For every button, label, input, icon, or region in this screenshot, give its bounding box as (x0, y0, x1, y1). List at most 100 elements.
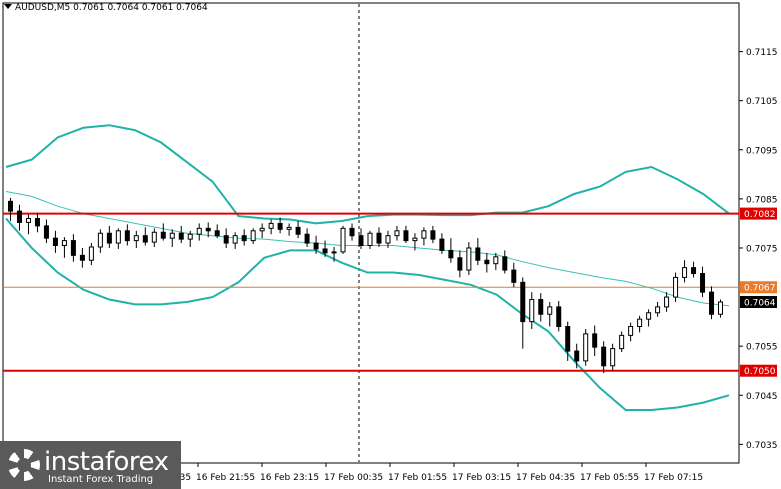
candle (547, 301, 553, 327)
candle (52, 230, 58, 253)
x-tick-label: 17 Feb 03:15 (452, 473, 511, 483)
candle (628, 322, 634, 342)
candle (430, 225, 436, 244)
candle (115, 228, 121, 249)
candle (529, 292, 535, 329)
candle (448, 238, 454, 263)
y-tick-label: 0.7095 (746, 146, 778, 156)
candle (376, 227, 382, 247)
candle (97, 229, 103, 253)
candle (709, 286, 715, 320)
y-tick-label: 0.7115 (746, 48, 778, 58)
candle (169, 229, 175, 247)
bb-lower-line (5, 217, 730, 411)
candle (385, 230, 391, 248)
candle (214, 224, 220, 239)
candle (439, 233, 445, 254)
candle (601, 341, 607, 374)
level-tag-label: 0.7082 (744, 210, 776, 220)
candle (106, 225, 112, 248)
candle (574, 343, 580, 369)
candle (358, 228, 364, 249)
logo-mark-icon (8, 449, 40, 481)
candle (394, 225, 400, 241)
y-tick-label: 0.7075 (746, 244, 778, 254)
symbol-title-text: AUDUSD,M5 0.7061 0.7064 0.7061 0.7064 (15, 3, 208, 13)
candlesticks (7, 197, 724, 374)
y-tick-label: 0.7035 (746, 441, 778, 451)
candle (619, 331, 625, 353)
candle (421, 227, 427, 246)
candle (682, 260, 688, 283)
candle (178, 225, 184, 244)
x-tick-label: 17 Feb 07:15 (644, 473, 703, 483)
candle (538, 293, 544, 322)
candle (511, 262, 517, 288)
symbol-title: AUDUSD,M5 0.7061 0.7064 0.7061 0.7064 (4, 3, 208, 13)
horizontal-levels[interactable]: 0.7082 0.7067 0.7064 0.7050 (3, 207, 777, 378)
candle (286, 223, 292, 236)
candle (160, 223, 166, 241)
x-tick-label: 17 Feb 00:35 (324, 473, 383, 483)
level-tag-label: 0.7067 (744, 284, 776, 294)
candle (70, 234, 76, 262)
candle (520, 277, 526, 349)
candle (304, 228, 310, 247)
candle (700, 266, 706, 298)
y-tick-label: 0.7055 (746, 343, 778, 353)
candle (196, 223, 202, 241)
logo-tagline: Instant Forex Trading (48, 474, 154, 485)
candle (493, 252, 499, 271)
candle (610, 343, 616, 371)
candle (646, 309, 652, 327)
candle (187, 230, 193, 247)
candle (16, 204, 22, 231)
candle (718, 299, 724, 318)
candle (502, 250, 508, 274)
candle (268, 219, 274, 235)
candle (88, 243, 94, 266)
candle (412, 233, 418, 251)
candle (655, 301, 661, 317)
candle (484, 252, 490, 273)
candle (277, 217, 283, 234)
candle (565, 321, 571, 361)
y-tick-label: 0.7085 (746, 195, 778, 205)
candle (295, 220, 301, 239)
level-tag-0.7064 (740, 295, 777, 308)
candle (205, 222, 211, 238)
candle (313, 235, 319, 254)
candle (151, 228, 157, 247)
x-tick-label: 17 Feb 01:55 (388, 473, 447, 483)
candle (340, 225, 346, 254)
candle (367, 230, 373, 249)
candle (142, 227, 148, 246)
level-tag-label: 0.7050 (744, 367, 776, 377)
candle (466, 242, 472, 275)
instaforex-logo: instaforex Instant Forex Trading (0, 441, 181, 489)
y-tick-label: 0.7105 (746, 97, 778, 107)
level-tag-label: 0.7064 (744, 298, 776, 308)
candle (7, 197, 13, 221)
candle (691, 261, 697, 278)
candle (664, 292, 670, 312)
candle (61, 237, 67, 258)
candle (475, 238, 481, 266)
bb-upper-line (5, 124, 730, 225)
candle (583, 328, 589, 366)
candle (592, 325, 598, 356)
candle (43, 219, 49, 244)
candle (223, 228, 229, 248)
candle (457, 250, 463, 278)
level-tag-0.7050 (740, 364, 777, 377)
x-tick-label: 16 Feb 23:15 (260, 473, 319, 483)
candle (232, 232, 238, 249)
candle (25, 214, 31, 235)
candle (637, 315, 643, 333)
dropdown-triangle-icon (4, 4, 12, 9)
candle (403, 225, 409, 244)
candle (250, 228, 256, 245)
level-tag-0.7082 (740, 207, 777, 220)
x-tick-label: 16 Feb 21:55 (196, 473, 255, 483)
